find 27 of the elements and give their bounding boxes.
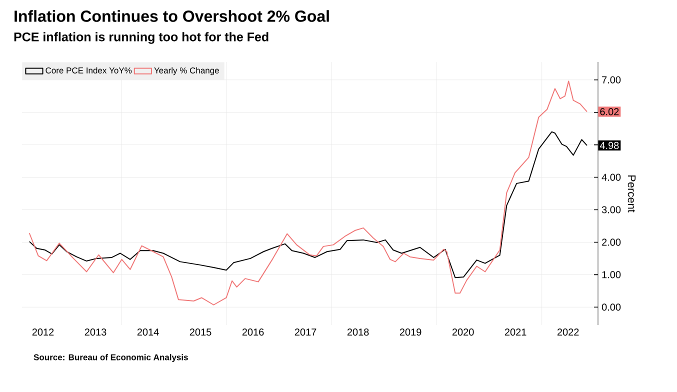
x-tick-label: 2017 (294, 328, 316, 336)
x-tick-label: 2020 (452, 328, 474, 336)
y-tick-label: 2.00 (602, 238, 621, 246)
x-tick-label: 2014 (137, 328, 159, 336)
line-series (28, 80, 588, 306)
chart-subtitle: PCE inflation is running too hot for the Fed (14, 32, 268, 44)
y-tick-label: 7.00 (602, 76, 621, 84)
line-series (28, 131, 588, 278)
x-tick-label: 2013 (84, 328, 106, 336)
x-tick-label: 2015 (190, 328, 212, 336)
legend-label: Yearly % Change (154, 67, 219, 76)
legend-label: Core PCE Index YoY% (46, 67, 132, 74)
y-axis-title: Percent (628, 175, 636, 212)
source-note: Source: Bureau of Economic Analysis (34, 354, 188, 362)
y-tick-label: 4.00 (602, 174, 621, 181)
y-tick-label: 0.00 (602, 304, 621, 311)
x-tick-label: 2018 (347, 328, 369, 336)
x-tick-label: 2016 (242, 328, 264, 336)
x-tick-label: 2019 (400, 328, 422, 336)
x-tick-label: 2021 (504, 328, 526, 336)
x-tick-label: 2022 (557, 328, 579, 336)
y-tick-label: 1.00 (602, 271, 621, 278)
chart-title: Inflation Continues to Overshoot 2% Goal (14, 10, 329, 22)
annotation: 6.02 (600, 108, 619, 116)
x-tick-label: 2012 (32, 328, 54, 336)
annotation: 4.98 (600, 142, 619, 149)
y-tick-label: 3.00 (602, 206, 621, 214)
